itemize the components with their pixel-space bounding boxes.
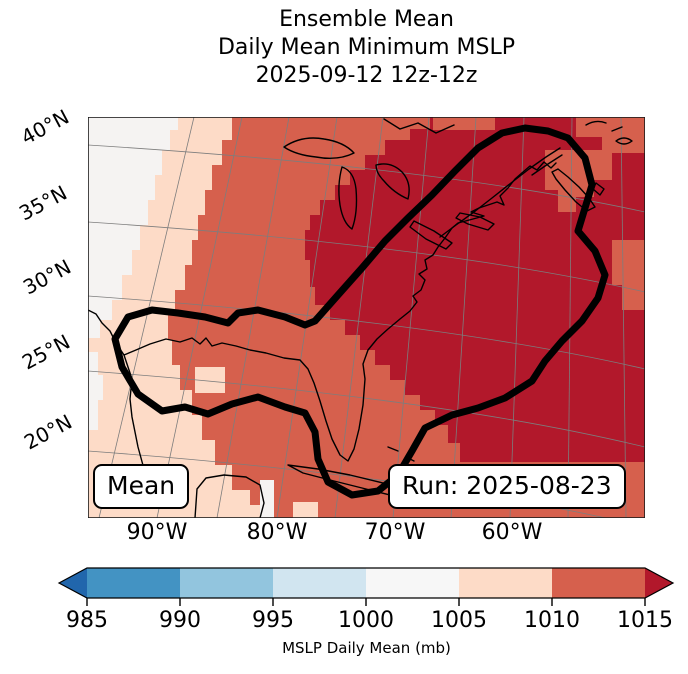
coastline-yucatan xyxy=(194,474,265,518)
colorbar-segments xyxy=(59,568,673,598)
lake-superior xyxy=(283,137,355,160)
x-tick-label-60w: 60°W xyxy=(481,520,543,545)
title-line-2: Daily Mean Minimum MSLP xyxy=(217,35,515,60)
coastline-maritime-islands xyxy=(585,120,633,145)
colorbar-svg xyxy=(57,567,675,606)
y-tick-label-40n: 40°N xyxy=(17,104,73,150)
run-annotation-label: Run: 2025-08-23 xyxy=(402,471,612,500)
coastline-gulf-eastcoast xyxy=(88,161,557,462)
coastline-canada-north xyxy=(383,118,455,134)
colorbar xyxy=(52,565,680,611)
title-line-1: Ensemble Mean xyxy=(279,7,454,32)
x-tick-label-80w: 80°W xyxy=(246,520,308,545)
y-tick-label-35n: 35°N xyxy=(15,180,71,226)
colorbar-over-arrow xyxy=(645,568,673,598)
map-svg xyxy=(88,117,645,518)
colorbar-tick-label-995: 995 xyxy=(252,608,294,633)
colorbar-caption: MSLP Daily Mean (mb) xyxy=(282,639,451,657)
mean-annotation-label: Mean xyxy=(107,471,176,500)
st-lawrence-river xyxy=(439,147,561,238)
y-tick-label-20n: 20°N xyxy=(20,409,76,455)
y-tick-label-30n: 30°N xyxy=(19,254,75,300)
lake-michigan xyxy=(338,166,358,230)
chart-title: Ensemble Mean Daily Mean Minimum MSLP 20… xyxy=(88,6,645,90)
colorbar-tick-label-1015: 1015 xyxy=(617,608,673,633)
run-annotation-box: Run: 2025-08-23 xyxy=(388,464,626,509)
lake-huron xyxy=(375,163,410,200)
colorbar-tick-label-1005: 1005 xyxy=(431,608,487,633)
colorbar-tick-label-1000: 1000 xyxy=(338,608,394,633)
colorbar-tick-label-990: 990 xyxy=(159,608,201,633)
st-lawrence-north-bank xyxy=(531,154,563,176)
colorbar-tick-label-1010: 1010 xyxy=(524,608,580,633)
colorbar-tick-label-985: 985 xyxy=(66,608,108,633)
lake-erie xyxy=(409,220,453,250)
title-line-3: 2025-09-12 12z-12z xyxy=(255,63,478,88)
pressure-field xyxy=(88,117,645,518)
x-tick-label-70w: 70°W xyxy=(364,520,426,545)
ensemble-contour xyxy=(111,124,609,499)
lake-ontario xyxy=(455,212,495,231)
mean-annotation-box: Mean xyxy=(93,464,190,509)
colorbar-under-arrow xyxy=(59,568,87,598)
colorbar-ticks xyxy=(86,598,646,606)
x-tick-label-90w: 90°W xyxy=(126,520,188,545)
y-tick-label-25n: 25°N xyxy=(18,329,74,375)
map-plot: Mean Run: 2025-08-23 xyxy=(88,117,645,518)
